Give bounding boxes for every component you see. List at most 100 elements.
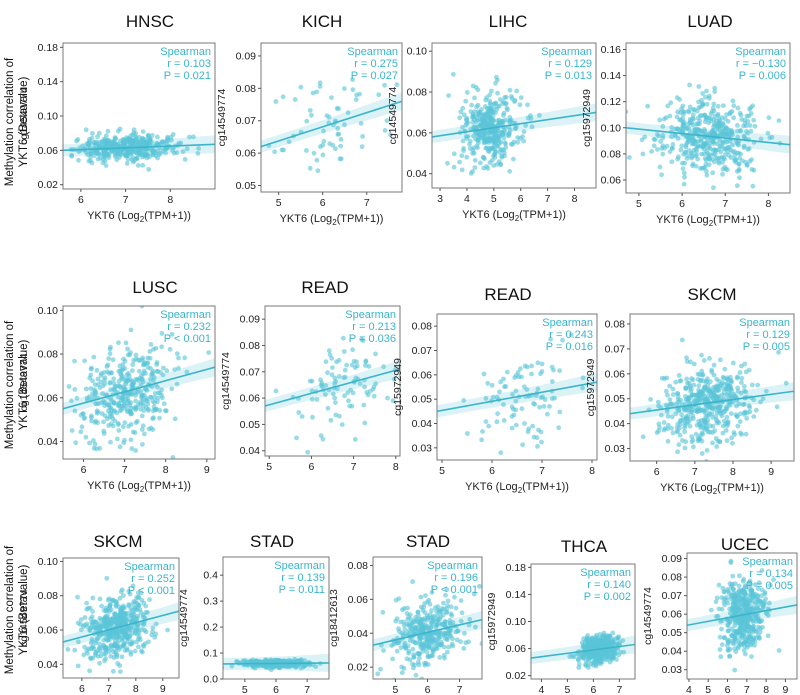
data-point [402, 627, 408, 633]
data-point [82, 644, 87, 650]
y-axis-label-group: cg15972949 [486, 592, 498, 650]
data-point [84, 606, 90, 612]
data-point [513, 398, 519, 404]
data-point [114, 436, 120, 442]
data-point [419, 676, 425, 679]
data-point [756, 635, 762, 640]
data-point [92, 392, 98, 397]
data-point [521, 129, 527, 135]
data-point [744, 597, 750, 602]
data-point [69, 398, 74, 404]
data-point [314, 157, 320, 163]
data-point [138, 389, 144, 394]
data-point [342, 393, 347, 399]
data-point [683, 416, 689, 421]
data-point [110, 617, 116, 623]
data-point [660, 124, 666, 129]
data-point [659, 172, 664, 178]
data-point [730, 142, 735, 148]
data-point [699, 451, 705, 456]
data-point [739, 380, 744, 385]
data-point [681, 170, 687, 176]
data-point [743, 389, 749, 395]
data-point [537, 113, 542, 118]
data-point [453, 629, 459, 635]
data-point [461, 112, 467, 118]
data-point [670, 142, 676, 147]
data-point [119, 617, 125, 622]
data-point [273, 99, 279, 104]
y-tick-label: 0.06 [506, 643, 527, 655]
data-points [223, 656, 323, 673]
data-point [296, 410, 302, 415]
data-point [116, 604, 122, 609]
data-point [325, 405, 331, 411]
x-tick-label: 7 [106, 683, 112, 695]
data-point [679, 337, 685, 343]
data-point [89, 636, 95, 642]
data-point [122, 401, 127, 407]
x-tick-label: 9 [782, 684, 788, 695]
plot-area [626, 82, 790, 191]
data-point [367, 388, 373, 394]
data-point [511, 156, 516, 162]
data-point [536, 427, 541, 433]
data-point [95, 382, 101, 388]
y-tick-label: 0.08 [412, 321, 433, 333]
data-point [766, 115, 772, 121]
data-point [645, 103, 651, 109]
data-point [686, 109, 692, 115]
x-tick-label: 8 [167, 194, 173, 206]
data-point [529, 124, 535, 130]
stat-method: Spearman [541, 46, 592, 58]
data-point [705, 429, 711, 435]
data-point [90, 595, 96, 601]
data-point [680, 111, 686, 117]
data-point [724, 595, 729, 600]
data-point [107, 346, 113, 352]
data-point [347, 403, 353, 409]
regression-line [630, 390, 794, 415]
data-point [107, 637, 112, 643]
data-point [687, 135, 692, 141]
data-point [109, 621, 115, 626]
x-tick-label: 7 [364, 197, 370, 209]
x-tick-label: 6 [654, 466, 660, 478]
data-point [497, 389, 502, 395]
data-point [82, 415, 87, 421]
data-point [525, 102, 530, 108]
data-point [747, 634, 753, 640]
data-point [174, 381, 180, 387]
data-point [524, 387, 530, 392]
data-point [603, 656, 608, 662]
data-point [150, 625, 156, 631]
regression-line [432, 111, 596, 138]
data-point [715, 103, 721, 109]
y-tick-label: 0.09 [240, 314, 261, 326]
data-point [108, 439, 113, 445]
data-point [740, 158, 745, 164]
data-point [453, 605, 459, 611]
data-point [132, 630, 138, 636]
x-label-subscript: 2 [332, 218, 337, 227]
data-point [744, 113, 750, 119]
data-point [507, 119, 513, 125]
data-point [738, 128, 743, 134]
data-point [102, 413, 108, 419]
plot-area [437, 332, 597, 456]
data-point [655, 399, 661, 405]
data-point [477, 583, 482, 589]
data-point [118, 407, 124, 413]
data-point [729, 379, 734, 385]
data-point [336, 357, 342, 363]
data-point [663, 115, 669, 120]
y-tick-label: 0.0 [203, 674, 218, 686]
data-point [522, 421, 527, 426]
data-point [137, 637, 143, 643]
data-point [730, 98, 736, 104]
data-point [718, 123, 724, 128]
data-point [702, 142, 707, 148]
